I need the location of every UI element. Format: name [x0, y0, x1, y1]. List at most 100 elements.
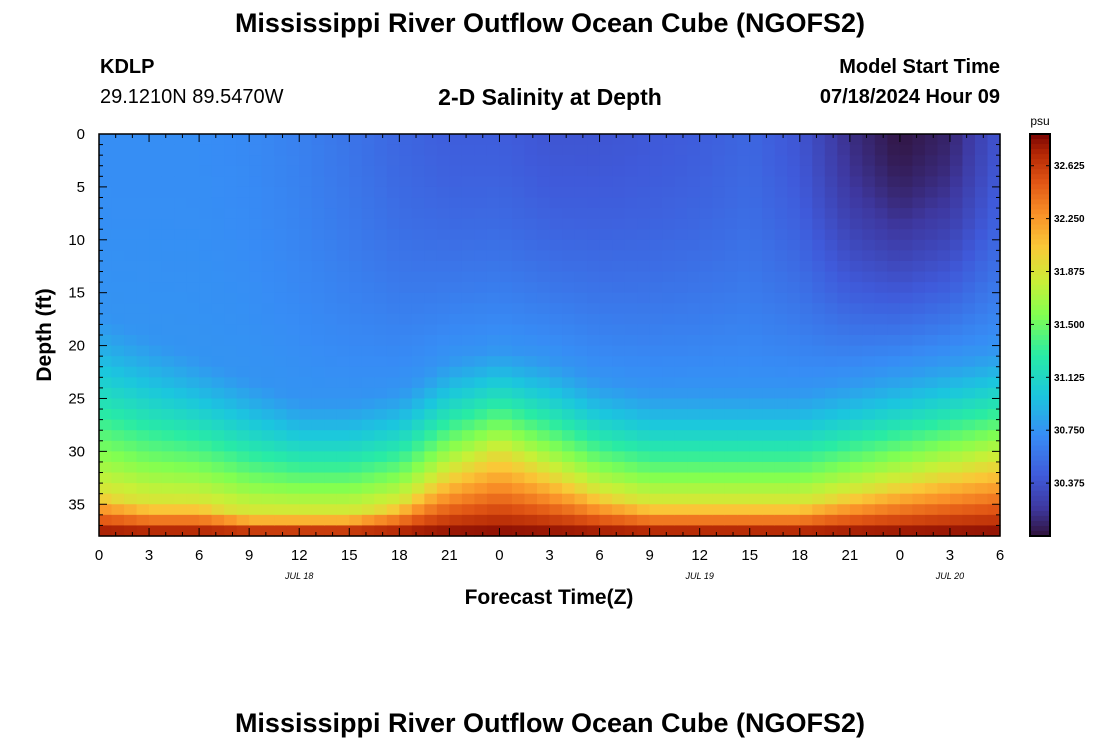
heatmap-cell: [962, 292, 976, 304]
heatmap-cell: [624, 144, 638, 156]
heatmap-cell: [662, 250, 676, 262]
heatmap-cell: [224, 155, 238, 167]
heatmap-cell: [887, 303, 901, 315]
heatmap-cell: [987, 197, 1001, 209]
heatmap-cell: [336, 282, 350, 294]
heatmap-cell: [324, 144, 338, 156]
heatmap-cell: [211, 409, 225, 421]
heatmap-cell: [236, 461, 250, 474]
heatmap-cell: [474, 525, 488, 537]
heatmap-cell: [461, 282, 476, 294]
heatmap-cell: [436, 504, 450, 516]
heatmap-cell: [712, 229, 726, 241]
heatmap-cell: [737, 292, 751, 304]
heatmap-cell: [149, 229, 163, 241]
colorbar-segment: [1030, 169, 1050, 175]
heatmap-cell: [837, 208, 851, 220]
heatmap-cell: [99, 345, 113, 357]
heatmap-cell: [899, 483, 913, 495]
heatmap-cell: [637, 345, 651, 357]
heatmap-cell: [574, 493, 588, 505]
heatmap-cell: [637, 387, 651, 400]
heatmap-cell: [174, 324, 188, 336]
heatmap-cell: [536, 229, 551, 241]
heatmap-cell: [436, 208, 450, 220]
heatmap-cell: [374, 461, 388, 474]
heatmap-cell: [674, 165, 688, 177]
heatmap-cell: [249, 377, 263, 389]
heatmap-cell: [249, 313, 263, 326]
heatmap-cell: [99, 366, 113, 378]
heatmap-cell: [374, 366, 388, 378]
heatmap-cell: [562, 461, 576, 474]
heatmap-cell: [624, 419, 638, 431]
heatmap-cell: [399, 430, 413, 442]
heatmap-cell: [824, 451, 838, 463]
heatmap-cell: [261, 356, 275, 368]
heatmap-cell: [912, 419, 926, 431]
heatmap-cell: [887, 239, 901, 251]
heatmap-cell: [524, 356, 538, 368]
heatmap-cell: [361, 292, 375, 304]
heatmap-cell: [612, 514, 626, 527]
heatmap-cell: [699, 313, 713, 326]
heatmap-cell: [974, 440, 989, 452]
heatmap-cell: [812, 292, 826, 304]
heatmap-cell: [974, 176, 989, 188]
heatmap-cell: [762, 472, 776, 484]
heatmap-cell: [224, 208, 238, 220]
heatmap-cell: [424, 229, 438, 241]
heatmap-cell: [224, 387, 238, 400]
heatmap-cell: [737, 260, 751, 273]
heatmap-cell: [261, 176, 275, 188]
heatmap-cell: [887, 335, 901, 347]
heatmap-cell: [612, 525, 626, 537]
heatmap-cell: [236, 186, 250, 199]
heatmap-cell: [674, 134, 688, 146]
heatmap-cell: [111, 218, 125, 230]
heatmap-cell: [486, 398, 501, 410]
heatmap-cell: [499, 451, 513, 463]
heatmap-cell: [499, 218, 513, 230]
heatmap-cell: [136, 303, 150, 315]
heatmap-cell: [299, 398, 313, 410]
heatmap-cell: [899, 430, 913, 442]
heatmap-cell: [712, 282, 726, 294]
heatmap-cell: [762, 525, 776, 537]
heatmap-cell: [924, 419, 939, 431]
heatmap-cell: [874, 176, 888, 188]
heatmap-cell: [499, 144, 513, 156]
heatmap-cell: [161, 271, 175, 283]
heatmap-cell: [286, 313, 300, 326]
heatmap-cell: [511, 134, 526, 146]
heatmap-cell: [286, 134, 300, 146]
heatmap-cell: [599, 335, 613, 347]
heatmap-cell: [249, 483, 263, 495]
heatmap-cell: [599, 218, 613, 230]
heatmap-cell: [612, 229, 626, 241]
heatmap-cell: [136, 451, 150, 463]
heatmap-cell: [987, 229, 1001, 241]
heatmap-cell: [399, 335, 413, 347]
heatmap-cell: [862, 155, 876, 167]
heatmap-cell: [812, 197, 826, 209]
heatmap-cell: [199, 398, 213, 410]
heatmap-cell: [386, 303, 400, 315]
heatmap-cell: [374, 430, 388, 442]
heatmap-cell: [674, 155, 688, 167]
heatmap-cell: [474, 419, 488, 431]
heatmap-cell: [949, 208, 964, 220]
heatmap-cell: [186, 313, 200, 326]
heatmap-cell: [874, 356, 888, 368]
heatmap-cell: [124, 525, 138, 537]
heatmap-cell: [937, 165, 951, 177]
heatmap-cell: [361, 493, 375, 505]
heatmap-cell: [411, 451, 425, 463]
heatmap-cell: [724, 493, 738, 505]
heatmap-cell: [562, 525, 576, 537]
heatmap-cell: [887, 313, 901, 326]
heatmap-cell: [812, 493, 826, 505]
heatmap-cell: [712, 218, 726, 230]
heatmap-cell: [699, 430, 713, 442]
heatmap-cell: [887, 260, 901, 273]
